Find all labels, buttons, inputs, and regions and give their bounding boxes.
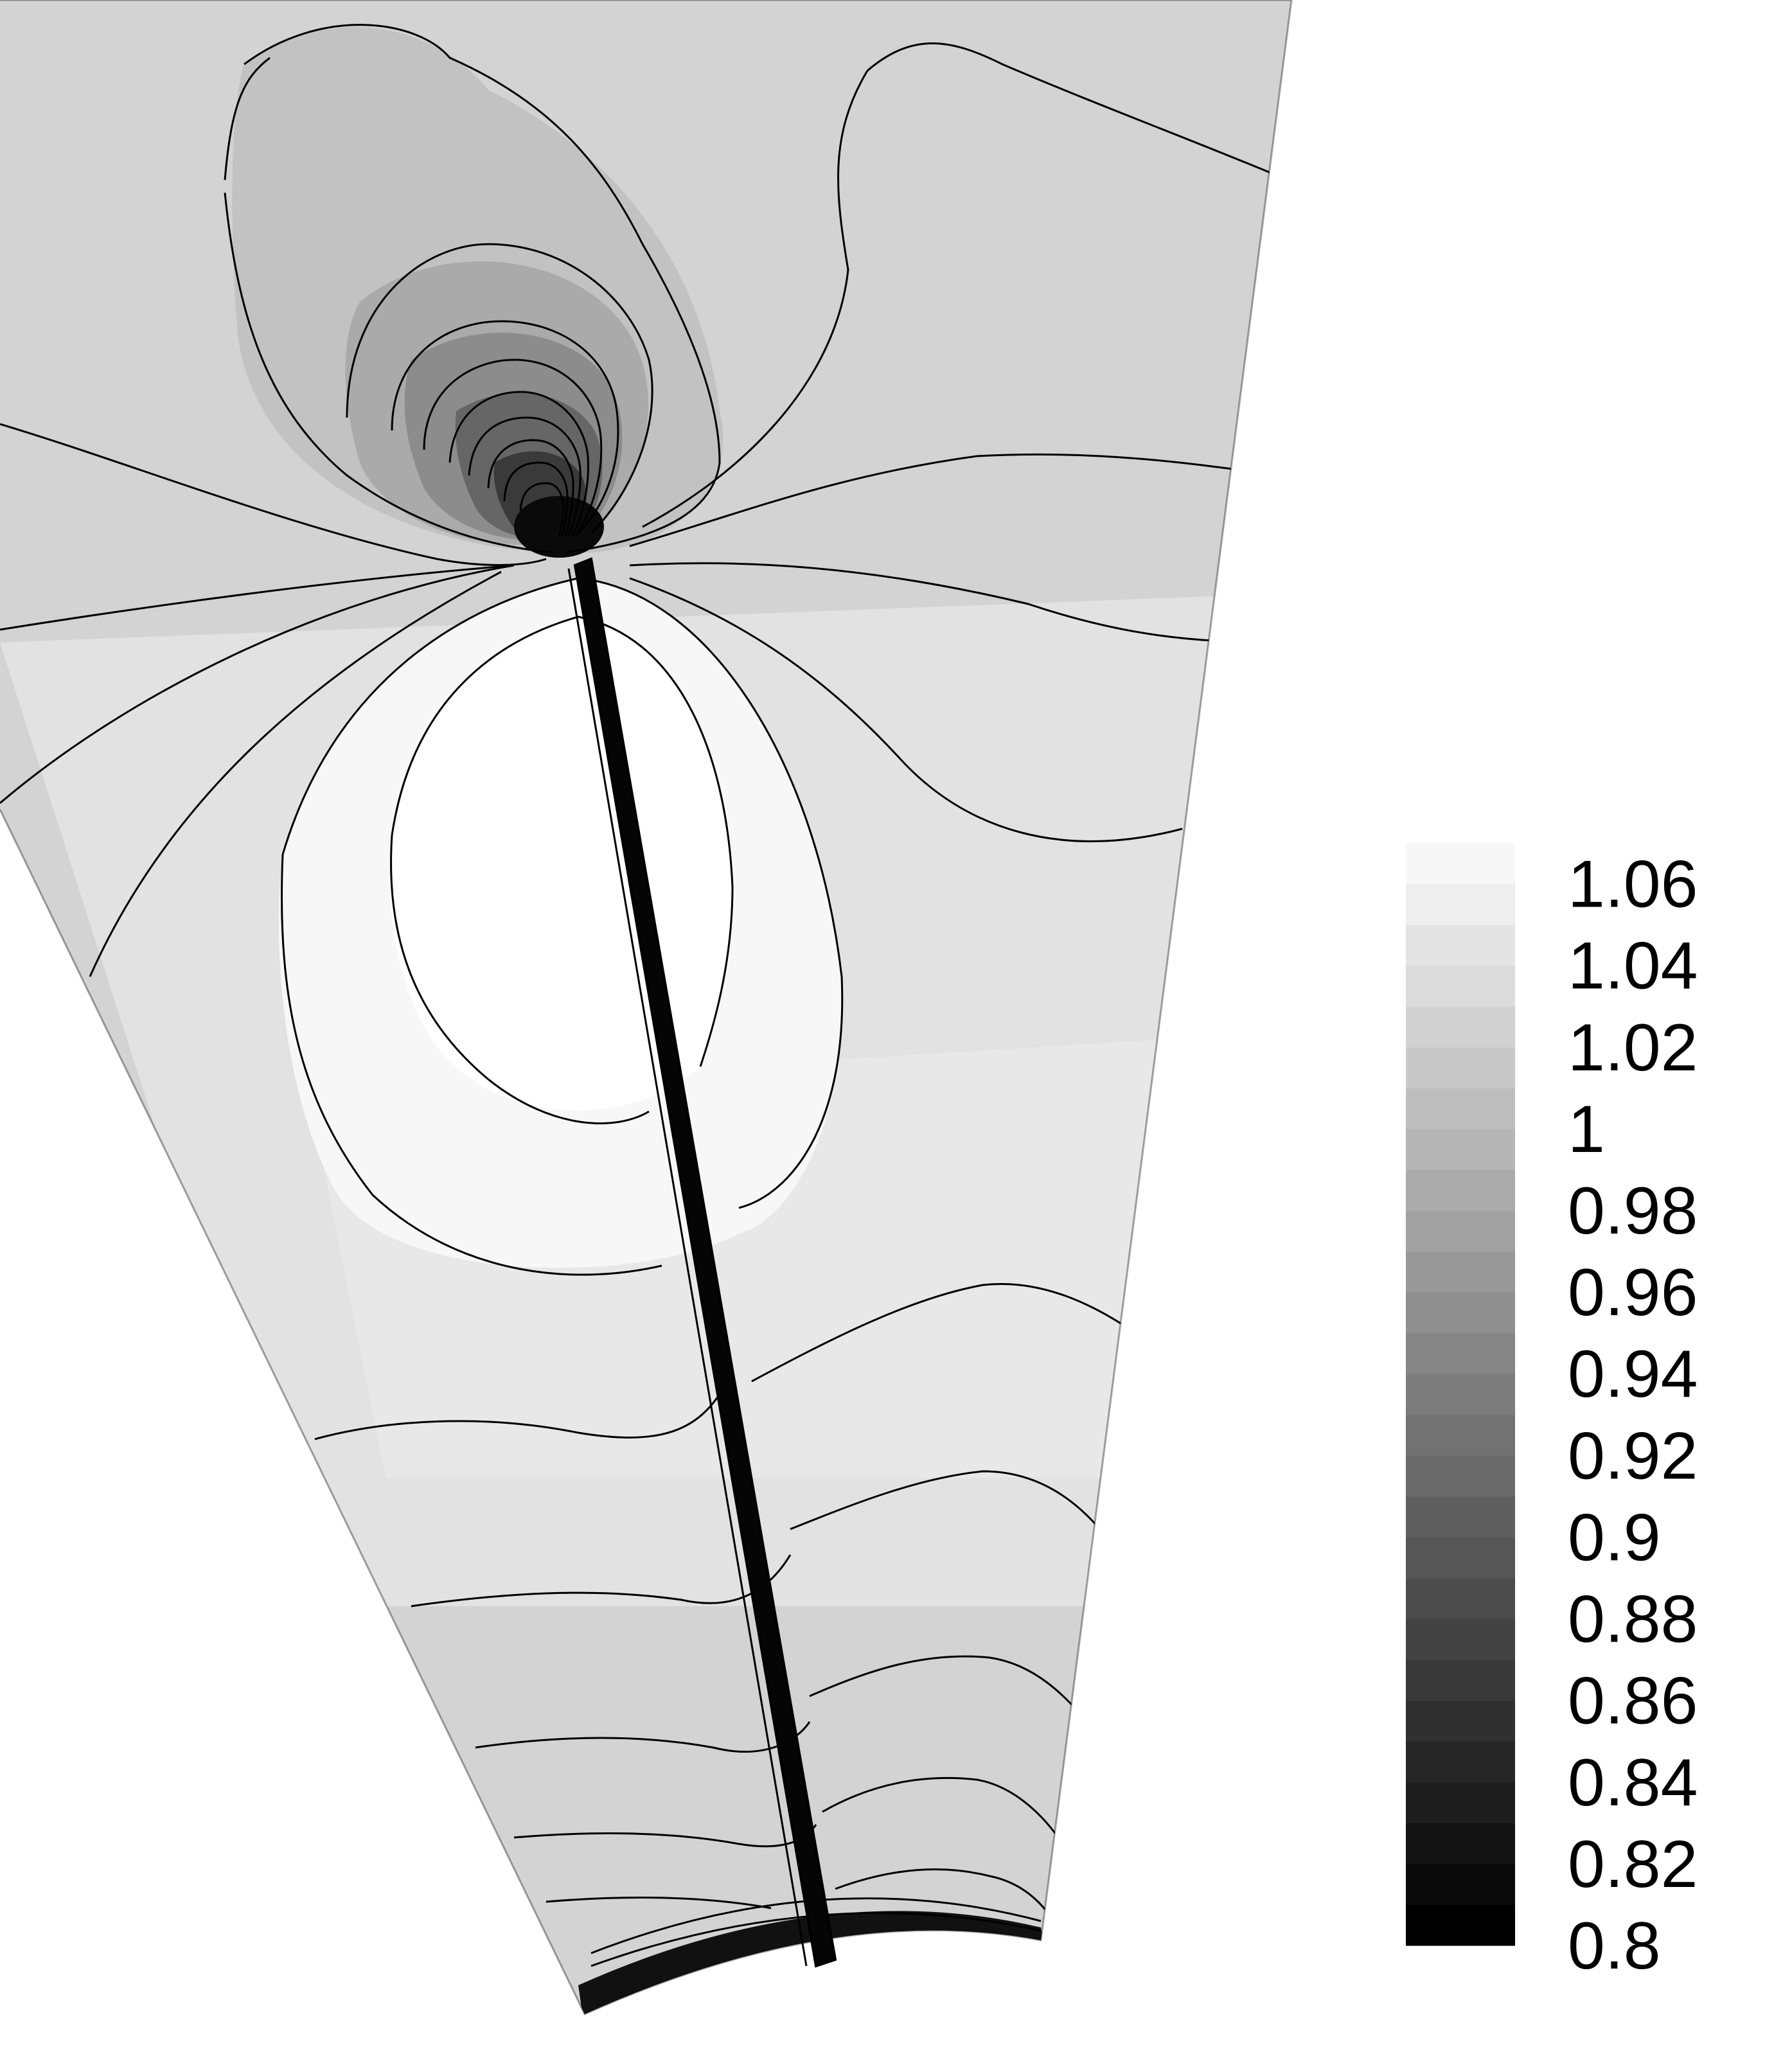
colorbar-tick-label: 0.8 [1568,1909,1661,1983]
contour-line [423,359,603,537]
contour-line [519,482,565,537]
colorbar-tick-label: 0.88 [1568,1582,1698,1657]
colorbar-swatch [1406,1333,1515,1374]
colorbar-tick-label: 0.82 [1568,1827,1698,1902]
colorbar-tick-label: 0.92 [1568,1419,1698,1493]
contour-line [390,835,650,1124]
contour-line [89,571,502,977]
colorbar-swatch [1406,1128,1515,1171]
contour-line [346,243,653,535]
colorbar-swatch [1406,1660,1515,1701]
colorbar-swatch [1406,1537,1515,1579]
colorbar-swatch [1406,1414,1515,1456]
colorbar-swatch [1406,1782,1515,1823]
contour-line [224,192,553,554]
colorbar-swatch [1406,1700,1515,1742]
colorbar-swatch [1406,1006,1515,1048]
shock-band [573,557,837,1968]
contour-line [244,24,721,554]
contour-line [790,1470,1106,1536]
contour-line [822,1776,1068,1851]
contour-line [809,1655,1094,1729]
colorbar-swatch [1406,1374,1515,1415]
contour-line [391,320,619,535]
contour-line [546,1896,772,1909]
contour-line [751,1282,1131,1383]
colorbar-swatch [1406,1863,1515,1906]
colorbar-tick-label: 0.96 [1568,1255,1698,1330]
contour-line [487,439,574,537]
contour-line [503,461,569,537]
colorbar-tick-label: 0.94 [1568,1337,1698,1412]
colorbar-swatch [1406,925,1515,966]
colorbar-tick-label: 1.02 [1568,1011,1698,1085]
colorbar-tick-label: 0.98 [1568,1174,1698,1248]
contour-line [642,70,869,528]
colorbar-swatch [1406,1741,1515,1783]
contour-line [281,854,662,1276]
colorbar-swatch [1406,1618,1515,1660]
colorbar-tick-label: 1.04 [1568,929,1698,1004]
colorbar-swatch [1406,1496,1515,1538]
colorbar-swatch [1406,843,1515,885]
contour-line [281,577,844,1209]
domain-outline [0,0,1293,2015]
colorbar-swatch [1406,965,1515,1007]
colorbar-swatch [1406,1904,1515,1946]
contour-line [867,42,1273,175]
colorbar-swatch [1406,1292,1515,1334]
contour-line [629,453,1279,547]
contour-line [0,564,515,804]
colorbar-tick-label: 1 [1568,1092,1605,1167]
contour-line [835,1868,1055,1922]
colorbar: 1.061.041.0210.980.960.940.920.90.880.86… [1406,843,1698,1983]
shock-band-edge [567,568,808,1967]
colorbar-swatch [1406,883,1515,925]
contour-line [314,1394,721,1440]
contour-line [391,615,734,1067]
colorbar-swatch [1406,1823,1515,1864]
contour-line [0,423,547,566]
contour-line [629,577,1183,842]
colorbar-swatch [1406,1251,1515,1293]
colorbar-swatch [1406,1088,1515,1129]
colorbar-swatch [1406,1578,1515,1620]
colorbar-tick-label: 0.84 [1568,1746,1698,1820]
contour-line [468,416,581,537]
colorbar-swatch [1406,1210,1515,1252]
colorbar-swatch [1406,1455,1515,1497]
contour-line [629,562,1279,644]
colorbar-swatch [1406,1169,1515,1211]
colorbar-tick-label: 1.06 [1568,847,1698,922]
colorbar-swatch [1406,1047,1515,1088]
contour-line [224,57,271,181]
contour-line [0,564,515,631]
contour-line [448,391,589,537]
colorbar-tick-label: 0.9 [1568,1500,1661,1575]
colorbar-tick-label: 0.86 [1568,1664,1698,1739]
